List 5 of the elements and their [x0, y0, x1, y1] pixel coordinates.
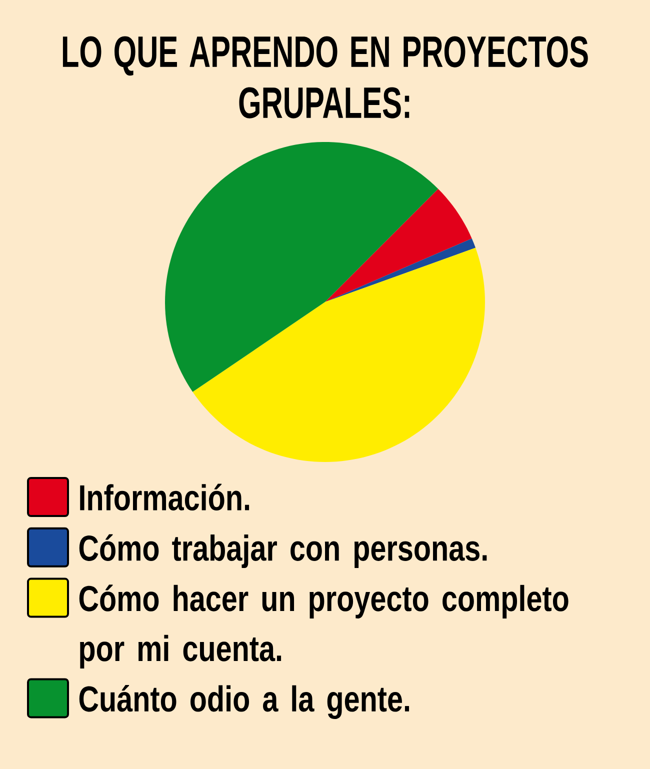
legend-label: Cuánto odio a la gente.: [79, 685, 410, 720]
legend-label: Cómo hacer un proyecto completo por mi cuenta.: [79, 584, 568, 668]
legend-label: Cómo trabajar con personas.: [79, 534, 487, 568]
chart-title: LO QUE APRENDO EN PROYECTOS GRUPALES:: [62, 36, 588, 118]
legend-label: Información.: [80, 484, 250, 511]
